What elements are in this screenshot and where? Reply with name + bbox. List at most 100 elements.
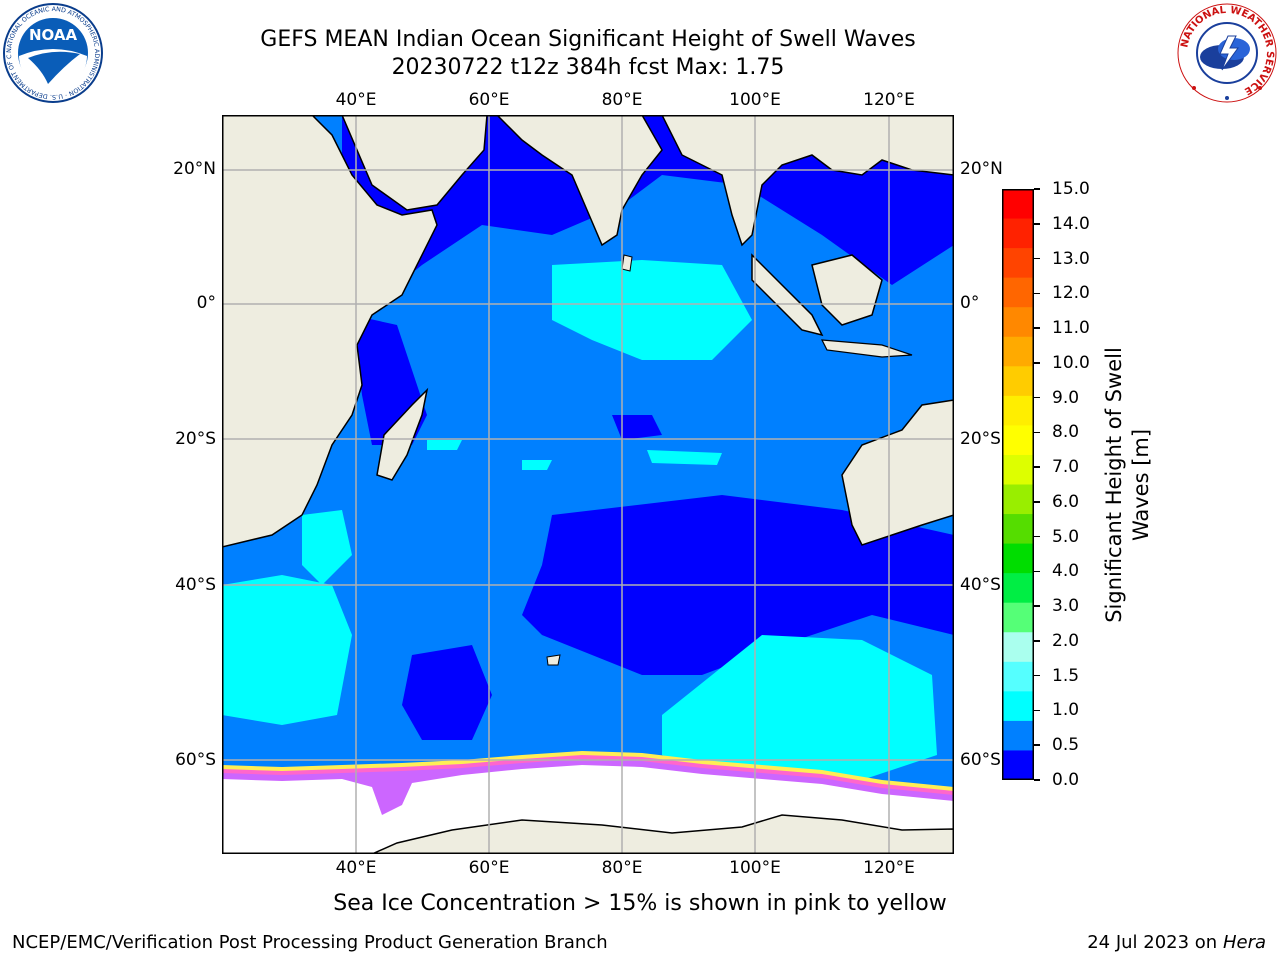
colorbar-tick-label: 9.0 [1052,387,1080,408]
colorbar-segment [1002,484,1034,515]
colorbar-tick-mark [1034,744,1040,746]
antarctica-land [371,814,954,854]
australia-land [841,399,954,546]
lon-label-bottom: 120°E [863,858,915,878]
lon-label-top: 40°E [335,90,377,110]
colorbar-segment [1002,602,1034,633]
lat-label-left: 20°S [175,429,216,449]
colorbar-tick-label: 7.0 [1052,457,1080,478]
colorbar-tick-label: 11.0 [1052,318,1090,339]
colorbar-tick-mark [1034,674,1040,677]
footer-right: 24 Jul 2023 on Hera [1087,932,1266,954]
colorbar-tick-label: 0.0 [1052,770,1080,790]
chart-title: GEFS MEAN Indian Ocean Significant Heigh… [260,27,916,52]
colorbar-tick-label: 15.0 [1052,179,1090,199]
lat-label-left: 20°N [173,159,216,179]
lon-label-bottom: 60°E [468,858,510,878]
colorbar-tick-mark [1034,292,1040,295]
lat-label-right: 20°N [960,159,1003,179]
lat-label-right: 20°S [960,429,1001,449]
colorbar-segment [1002,366,1034,397]
colorbar-tick-mark [1034,605,1040,607]
colorbar-segment [1002,277,1034,308]
colorbar-tick-label: 0.5 [1052,735,1080,756]
colorbar-segment [1002,248,1034,279]
colorbar-tick-mark [1034,396,1040,399]
colorbar-tick-label: 4.0 [1052,561,1080,582]
lon-label-bottom: 40°E [335,858,377,878]
map-frame [222,115,954,854]
colorbar-segment [1002,454,1034,486]
colorbar-segment [1002,691,1034,722]
colorbar-tick-label: 14.0 [1052,213,1090,234]
colorbar-tick-mark [1034,570,1040,573]
lat-label-right: 40°S [960,575,1001,595]
arabia-land [341,115,488,211]
colorbar-tick-mark [1034,466,1040,468]
lat-label-right: 0° [960,293,980,313]
colorbar-label-line2: Waves [m] [1129,428,1153,542]
colorbar-segment [1002,543,1034,574]
lon-label-top: 80°E [601,90,643,110]
colorbar-tick-mark [1034,362,1040,364]
lon-label-top: 120°E [863,90,915,110]
nws-logo: NATIONAL WEATHER SERVICE [1177,3,1277,103]
sea-ice-caption: Sea Ice Concentration > 15% is shown in … [333,891,947,916]
lat-label-right: 60°S [960,750,1001,770]
colorbar-label: Significant Height of Swell Waves [m] [1101,347,1155,623]
seasia-land [661,115,954,247]
colorbar-segment [1002,307,1034,338]
colorbar-tick-label: 5.0 [1052,526,1080,547]
colorbar-segment [1002,336,1034,367]
colorbar-tick-label: 6.0 [1052,491,1080,512]
colorbar-tick-mark [1034,257,1040,260]
colorbar-tick-mark [1034,535,1040,538]
colorbar-segment [1002,720,1034,752]
colorbar-tick-label: 10.0 [1052,352,1090,373]
kerguelen-island [546,654,561,666]
madagascar-land [376,387,429,481]
colorbar-segment [1002,661,1034,692]
footer-left: NCEP/EMC/Verification Post Processing Pr… [12,932,608,953]
colorbar-segment [1002,573,1034,604]
colorbar-tick-label: 3.0 [1052,596,1080,617]
colorbar-segment [1002,395,1034,426]
colorbar-frame [1002,189,1034,780]
lon-label-top: 60°E [468,90,510,110]
colorbar-tick-label: 1.0 [1052,700,1080,721]
lat-label-left: 60°S [175,750,216,770]
map-gridlines [222,115,954,854]
india-land [495,115,663,247]
lat-label-left: 0° [196,293,216,313]
colorbar-segment [1002,218,1034,249]
borneo-land [811,254,883,326]
colorbar-tick-label: 8.0 [1052,422,1080,443]
colorbar-tick-mark [1034,188,1040,190]
lon-label-top: 100°E [729,90,781,110]
footer-host: Hera [1222,932,1266,953]
lon-label-bottom: 100°E [729,858,781,878]
chart-subtitle: 20230722 t12z 384h fcst Max: 1.75 [391,55,785,80]
colorbar-segment [1002,189,1034,220]
colorbar-tick-mark [1034,640,1040,642]
noaa-logo: NATIONAL OCEANIC AND ATMOSPHERIC ADMINIS… [2,2,103,103]
colorbar-segment [1002,750,1034,780]
colorbar-label-line1: Significant Height of Swell [1102,347,1126,623]
colorbar-tick-mark [1034,779,1040,781]
colorbar-segment [1002,632,1034,663]
swell-1.0-1.5-regions [222,260,937,780]
colorbar-segment [1002,425,1034,456]
sumatra-land [751,253,824,337]
svg-text:NOAA: NOAA [29,26,78,44]
colorbar-tick-label: 1.5 [1052,665,1080,686]
srilanka-land [621,254,633,272]
colorbar-tick-mark [1034,501,1040,503]
colorbar-tick-label: 13.0 [1052,248,1090,269]
lat-label-left: 40°S [175,575,216,595]
colorbar-tick-mark [1034,709,1040,712]
colorbar-tick-label: 12.0 [1052,283,1090,304]
colorbar-tick-mark [1034,431,1040,434]
lon-label-bottom: 80°E [601,858,643,878]
map-plot [222,115,954,854]
colorbar-segment [1002,514,1034,545]
